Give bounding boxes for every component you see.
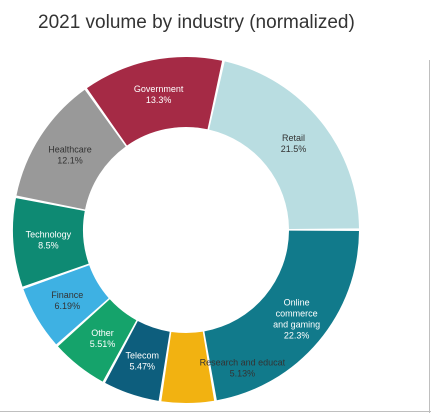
slice-value-finance: 6.19%: [55, 301, 81, 311]
slice-name-telecom: Telecom: [125, 350, 159, 360]
slice-value-healthcare: 12.1%: [57, 156, 83, 166]
slice-label-healthcare: Healthcare 12.1%: [48, 145, 92, 166]
slice-healthcare: [16, 89, 126, 210]
slice-government: [86, 56, 223, 146]
slice-other: [57, 299, 137, 382]
chart-title: 2021 volume by industry (normalized): [38, 12, 355, 33]
slice-label-retail: Retail 21.5%: [281, 133, 307, 154]
slice-label-other: Other 5.51%: [90, 328, 116, 349]
slice-telecom: [105, 321, 170, 401]
slice-name-online-commerce-and-gaming: Online: [284, 297, 310, 307]
slice-label-government: Government 13.3%: [134, 84, 184, 105]
slice-name-online-commerce-and-gaming: commerce: [276, 308, 318, 318]
slice-label-finance: Finance 6.19%: [51, 290, 83, 311]
slice-name-government: Government: [134, 84, 184, 94]
slice-name-retail: Retail: [282, 133, 305, 143]
slice-name-online-commerce-and-gaming: and gaming: [273, 319, 320, 329]
slice-value-research-and-educat: 5.13%: [230, 368, 256, 378]
slice-name-research-and-educat: Research and educat: [200, 357, 286, 367]
slice-name-finance: Finance: [51, 290, 83, 300]
slice-value-technology: 8.5%: [38, 241, 59, 251]
slice-research-and-educat: [161, 331, 215, 403]
slice-name-other: Other: [91, 328, 114, 338]
slice-technology: [13, 198, 89, 287]
slice-retail: [209, 61, 359, 230]
slice-label-online-commerce-and-gaming: Online commerce and gaming 22.3%: [273, 297, 320, 340]
slice-name-technology: Technology: [26, 230, 72, 240]
slice-label-research-and-educat: Research and educat 5.13%: [200, 357, 286, 378]
slice-label-technology: Technology 8.5%: [26, 230, 72, 251]
slice-value-retail: 21.5%: [281, 144, 307, 154]
slice-finance: [23, 265, 109, 345]
slice-value-other: 5.51%: [90, 339, 116, 349]
slice-value-telecom: 5.47%: [129, 361, 155, 371]
slice-online-commerce-and-gaming: [204, 230, 359, 401]
slice-name-healthcare: Healthcare: [48, 145, 92, 155]
slice-value-government: 13.3%: [146, 95, 172, 105]
slice-label-telecom: Telecom 5.47%: [125, 350, 159, 371]
slice-value-online-commerce-and-gaming: 22.3%: [284, 330, 310, 340]
